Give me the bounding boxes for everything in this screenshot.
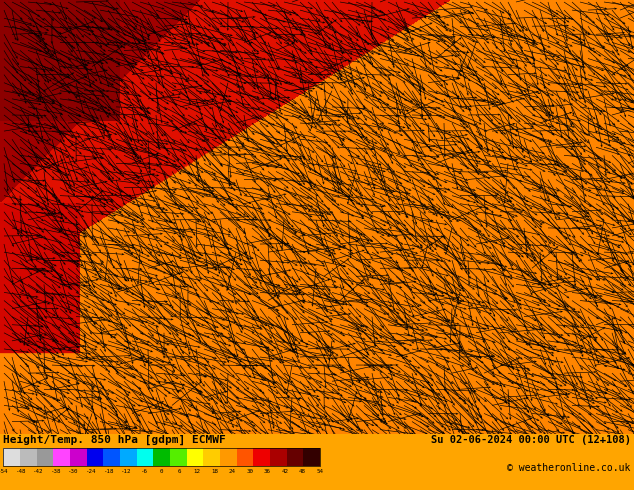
Text: © weatheronline.co.uk: © weatheronline.co.uk: [507, 463, 631, 473]
Text: 30: 30: [246, 468, 253, 474]
Bar: [170, 448, 186, 466]
Bar: [37, 448, 53, 466]
Text: -6: -6: [141, 468, 148, 474]
Text: 54: 54: [316, 468, 324, 474]
Bar: [70, 448, 87, 466]
Text: 24: 24: [229, 468, 236, 474]
Text: -54: -54: [0, 468, 8, 474]
Text: 0: 0: [160, 468, 164, 474]
Text: Su 02-06-2024 00:00 UTC (12+108): Su 02-06-2024 00:00 UTC (12+108): [431, 435, 631, 445]
Text: -30: -30: [68, 468, 79, 474]
Bar: [153, 448, 170, 466]
Text: 18: 18: [211, 468, 218, 474]
Text: -42: -42: [33, 468, 44, 474]
Bar: [270, 448, 287, 466]
Bar: [87, 448, 103, 466]
Bar: [103, 448, 120, 466]
Text: 42: 42: [281, 468, 288, 474]
Text: 12: 12: [193, 468, 200, 474]
Text: -24: -24: [86, 468, 96, 474]
Text: 6: 6: [178, 468, 181, 474]
Text: 48: 48: [299, 468, 306, 474]
Bar: [137, 448, 153, 466]
Bar: [3, 448, 320, 466]
Bar: [220, 448, 236, 466]
Bar: [3, 448, 20, 466]
Bar: [204, 448, 220, 466]
Bar: [236, 448, 254, 466]
Text: -38: -38: [51, 468, 61, 474]
Text: -18: -18: [103, 468, 114, 474]
Text: -12: -12: [121, 468, 132, 474]
Text: 36: 36: [264, 468, 271, 474]
Bar: [287, 448, 304, 466]
Bar: [53, 448, 70, 466]
Bar: [304, 448, 320, 466]
Text: -48: -48: [15, 468, 26, 474]
Bar: [254, 448, 270, 466]
Bar: [186, 448, 204, 466]
Bar: [20, 448, 37, 466]
Text: Height/Temp. 850 hPa [gdpm] ECMWF: Height/Temp. 850 hPa [gdpm] ECMWF: [3, 435, 226, 445]
Bar: [120, 448, 137, 466]
